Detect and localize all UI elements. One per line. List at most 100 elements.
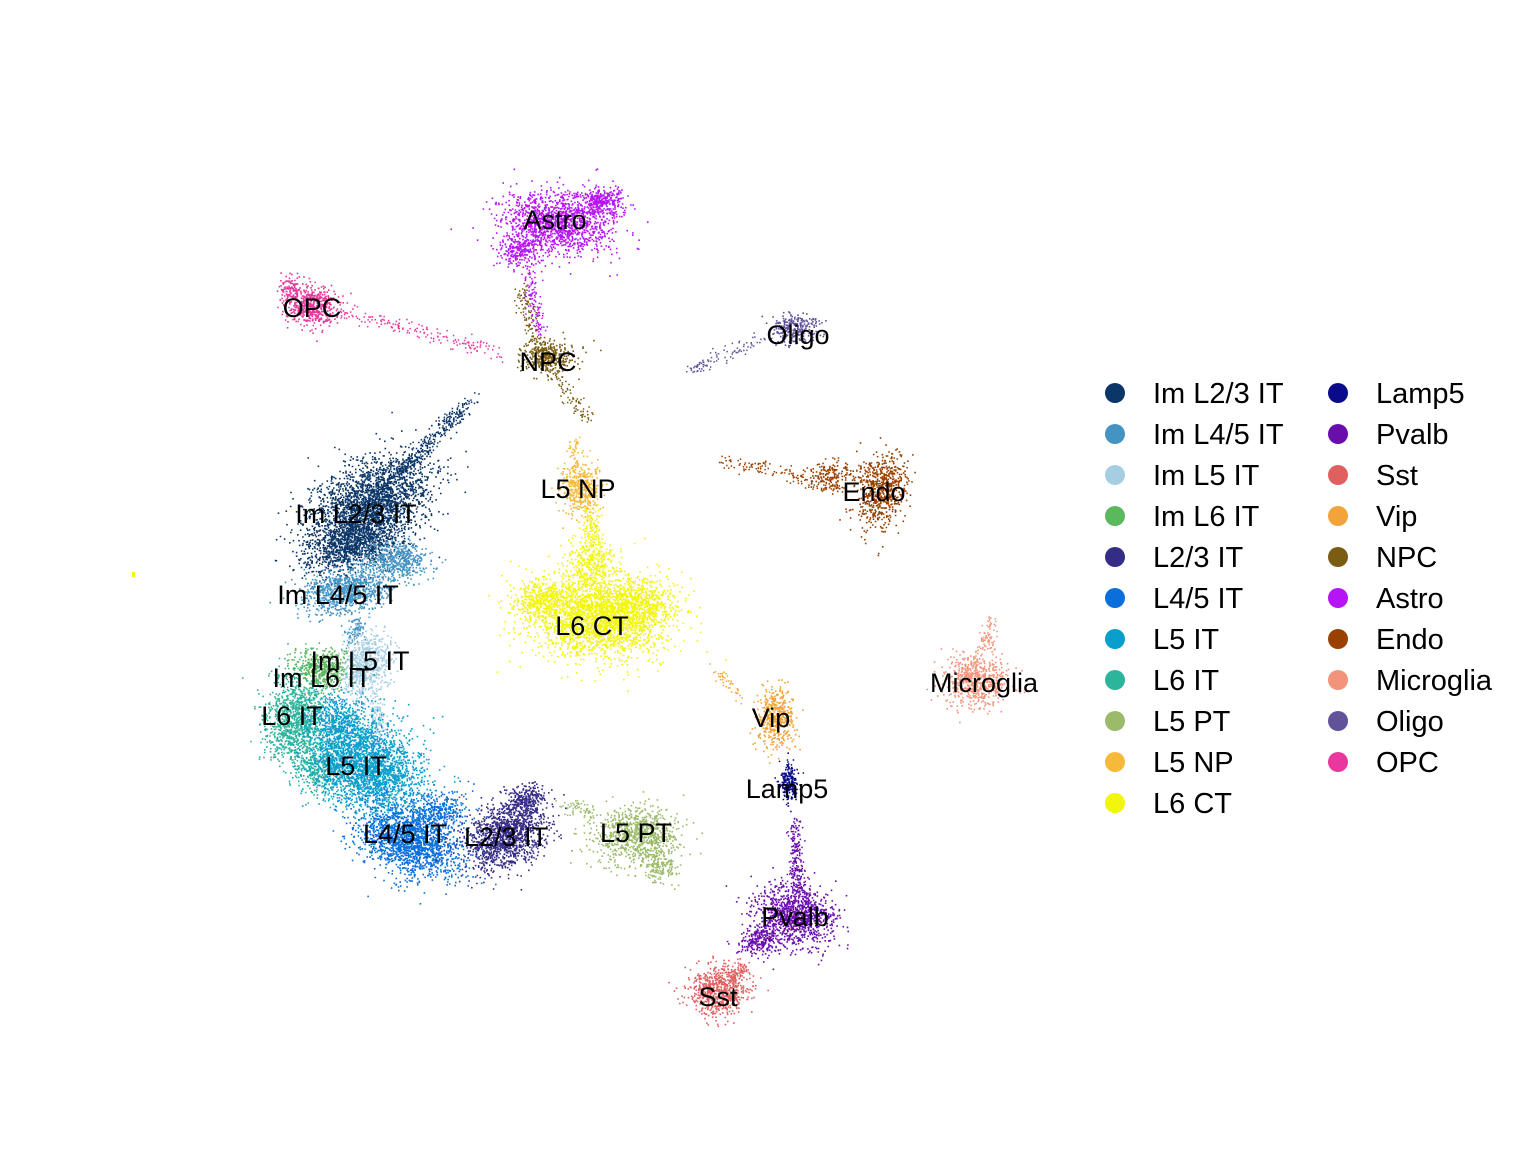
legend-item-l5-pt: L5 PT xyxy=(1105,706,1231,738)
points-vip xyxy=(709,663,804,764)
cluster-label-im-l6-it: Im L6 IT xyxy=(272,663,371,693)
legend-label-endo: Endo xyxy=(1376,624,1444,656)
legend-item-endo: Endo xyxy=(1328,624,1444,656)
legend-swatch-l4-5-it xyxy=(1105,588,1125,608)
points-l2-3-it xyxy=(435,781,567,891)
legend-item-l5-it: L5 IT xyxy=(1105,624,1219,656)
cluster-points-l2-3-it xyxy=(435,781,567,891)
legend-swatch-l5-it xyxy=(1105,629,1125,649)
points-opc xyxy=(276,272,504,363)
legend-item-l2-3-it: L2/3 IT xyxy=(1105,542,1244,574)
legend-item-im-l5-it: Im L5 IT xyxy=(1105,460,1260,492)
legend-swatch-im-l6-it xyxy=(1105,506,1125,526)
points-im-l2-3-it xyxy=(274,392,480,588)
points-microglia xyxy=(926,616,1026,724)
cluster-points-im-l5-it xyxy=(326,616,400,742)
legend-item-l5-np: L5 NP xyxy=(1105,747,1234,779)
points-pvalb xyxy=(725,817,849,971)
points-lamp5 xyxy=(774,752,805,813)
legend-item-vip: Vip xyxy=(1328,501,1417,533)
legend-label-l6-it: L6 IT xyxy=(1153,665,1219,697)
cluster-label-pvalb: Pvalb xyxy=(761,902,829,932)
cluster-points-vip xyxy=(709,663,804,764)
cluster-label-oligo: Oligo xyxy=(766,320,829,350)
legend-swatch-oligo xyxy=(1328,711,1348,731)
legend-label-im-l2-3-it: Im L2/3 IT xyxy=(1153,378,1284,410)
cluster-label-im-l4-5-it: Im L4/5 IT xyxy=(277,580,399,610)
legend-swatch-l5-np xyxy=(1105,752,1125,772)
legend-swatch-astro xyxy=(1328,588,1348,608)
cluster-label-microglia: Microglia xyxy=(930,668,1039,698)
points-im-l5-it xyxy=(326,616,400,742)
legend-item-opc: OPC xyxy=(1328,747,1439,779)
cluster-points-l4-5-it xyxy=(332,780,507,905)
legend-swatch-microglia xyxy=(1328,670,1348,690)
legend-item-im-l6-it: Im L6 IT xyxy=(1105,501,1260,533)
legend-item-l6-ct: L6 CT xyxy=(1105,788,1232,820)
points-im-l6-it xyxy=(268,642,355,696)
cluster-label-l2-3-it: L2/3 IT xyxy=(464,822,548,852)
legend-label-l2-3-it: L2/3 IT xyxy=(1153,542,1244,574)
cluster-points-l5-np xyxy=(551,436,608,529)
legend-swatch-vip xyxy=(1328,506,1348,526)
legend-swatch-opc xyxy=(1328,752,1348,772)
scatter-points xyxy=(132,168,1026,1028)
legend-item-pvalb: Pvalb xyxy=(1328,419,1449,451)
legend-label-sst: Sst xyxy=(1376,460,1418,492)
points-sst xyxy=(668,955,769,1028)
points-l5-pt xyxy=(555,791,703,890)
legend-item-l6-it: L6 IT xyxy=(1105,665,1219,697)
legend-label-im-l4-5-it: Im L4/5 IT xyxy=(1153,419,1284,451)
legend-swatch-l2-3-it xyxy=(1105,547,1125,567)
points-l5-np xyxy=(551,436,608,529)
cluster-label-vip: Vip xyxy=(752,703,791,733)
cluster-label-im-l2-3-it: Im L2/3 IT xyxy=(295,499,417,529)
cluster-label-l5-np: L5 NP xyxy=(540,474,615,504)
legend-item-lamp5: Lamp5 xyxy=(1328,378,1465,410)
legend-swatch-l6-it xyxy=(1105,670,1125,690)
cluster-points-im-l2-3-it xyxy=(274,392,480,588)
cluster-label-l6-it: L6 IT xyxy=(261,701,323,731)
legend-swatch-im-l5-it xyxy=(1105,465,1125,485)
cluster-points-im-l6-it xyxy=(268,642,355,696)
cluster-points-pvalb xyxy=(725,817,849,971)
points-im-l4-5-it xyxy=(269,530,447,650)
legend-label-l6-ct: L6 CT xyxy=(1153,788,1232,820)
legend-item-l4-5-it: L4/5 IT xyxy=(1105,583,1244,615)
legend-item-microglia: Microglia xyxy=(1328,665,1493,697)
legend-label-pvalb: Pvalb xyxy=(1376,419,1449,451)
legend-label-lamp5: Lamp5 xyxy=(1376,378,1465,410)
legend-label-l5-np: L5 NP xyxy=(1153,747,1234,779)
cluster-label-l5-pt: L5 PT xyxy=(600,818,672,848)
cluster-points-sst xyxy=(668,955,769,1028)
cluster-points-opc xyxy=(276,272,504,363)
legend-swatch-endo xyxy=(1328,629,1348,649)
cluster-points-im-l4-5-it xyxy=(269,530,447,650)
legend-label-l4-5-it: L4/5 IT xyxy=(1153,583,1244,615)
legend-label-l5-pt: L5 PT xyxy=(1153,706,1231,738)
legend-label-npc: NPC xyxy=(1376,542,1437,574)
cluster-label-astro: Astro xyxy=(523,205,586,235)
cluster-label-l5-it: L5 IT xyxy=(325,751,387,781)
legend-item-im-l2-3-it: Im L2/3 IT xyxy=(1105,378,1284,410)
legend-label-vip: Vip xyxy=(1376,501,1417,533)
legend-item-sst: Sst xyxy=(1328,460,1418,492)
points-l6-ct xyxy=(488,504,727,692)
legend-label-astro: Astro xyxy=(1376,583,1444,615)
cluster-label-npc: NPC xyxy=(519,347,576,377)
legend-swatch-pvalb xyxy=(1328,424,1348,444)
cluster-label-lamp5: Lamp5 xyxy=(746,774,829,804)
legend-label-im-l5-it: Im L5 IT xyxy=(1153,460,1260,492)
legend-label-l5-it: L5 IT xyxy=(1153,624,1219,656)
legend: Im L2/3 IT Im L4/5 IT Im L5 IT Im L6 IT L2/3… xyxy=(1105,378,1493,820)
legend-label-im-l6-it: Im L6 IT xyxy=(1153,501,1260,533)
legend-swatch-im-l4-5-it xyxy=(1105,424,1125,444)
cluster-label-opc: OPC xyxy=(283,293,342,323)
cluster-points-microglia xyxy=(926,616,1026,724)
cluster-label-im-l5-it: Im L5 IT xyxy=(310,646,409,676)
legend-swatch-l6-ct xyxy=(1105,793,1125,813)
legend-item-astro: Astro xyxy=(1328,583,1444,615)
stray-point xyxy=(132,572,135,577)
